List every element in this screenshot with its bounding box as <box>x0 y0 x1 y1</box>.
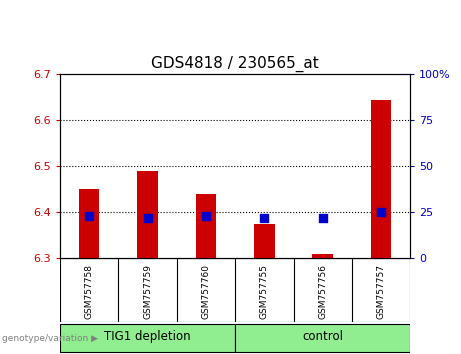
FancyBboxPatch shape <box>60 324 235 352</box>
FancyBboxPatch shape <box>235 324 410 352</box>
Text: GSM757758: GSM757758 <box>85 263 94 319</box>
Bar <box>79 189 100 258</box>
Point <box>319 215 326 221</box>
Point <box>85 213 93 219</box>
Point <box>260 215 268 221</box>
Point <box>202 213 210 219</box>
Text: GSM757759: GSM757759 <box>143 263 152 319</box>
Bar <box>137 171 158 258</box>
Text: GSM757755: GSM757755 <box>260 263 269 319</box>
Title: GDS4818 / 230565_at: GDS4818 / 230565_at <box>151 55 319 72</box>
Text: TIG1 depletion: TIG1 depletion <box>104 330 191 343</box>
Bar <box>195 194 216 258</box>
Point <box>378 210 385 215</box>
Bar <box>371 100 391 258</box>
Text: control: control <box>302 330 343 343</box>
Text: GSM757760: GSM757760 <box>201 263 210 319</box>
Text: GSM757757: GSM757757 <box>377 263 385 319</box>
Text: GSM757756: GSM757756 <box>318 263 327 319</box>
Bar <box>254 224 275 258</box>
Text: genotype/variation ▶: genotype/variation ▶ <box>2 333 98 343</box>
Point <box>144 215 151 221</box>
Bar <box>313 254 333 258</box>
